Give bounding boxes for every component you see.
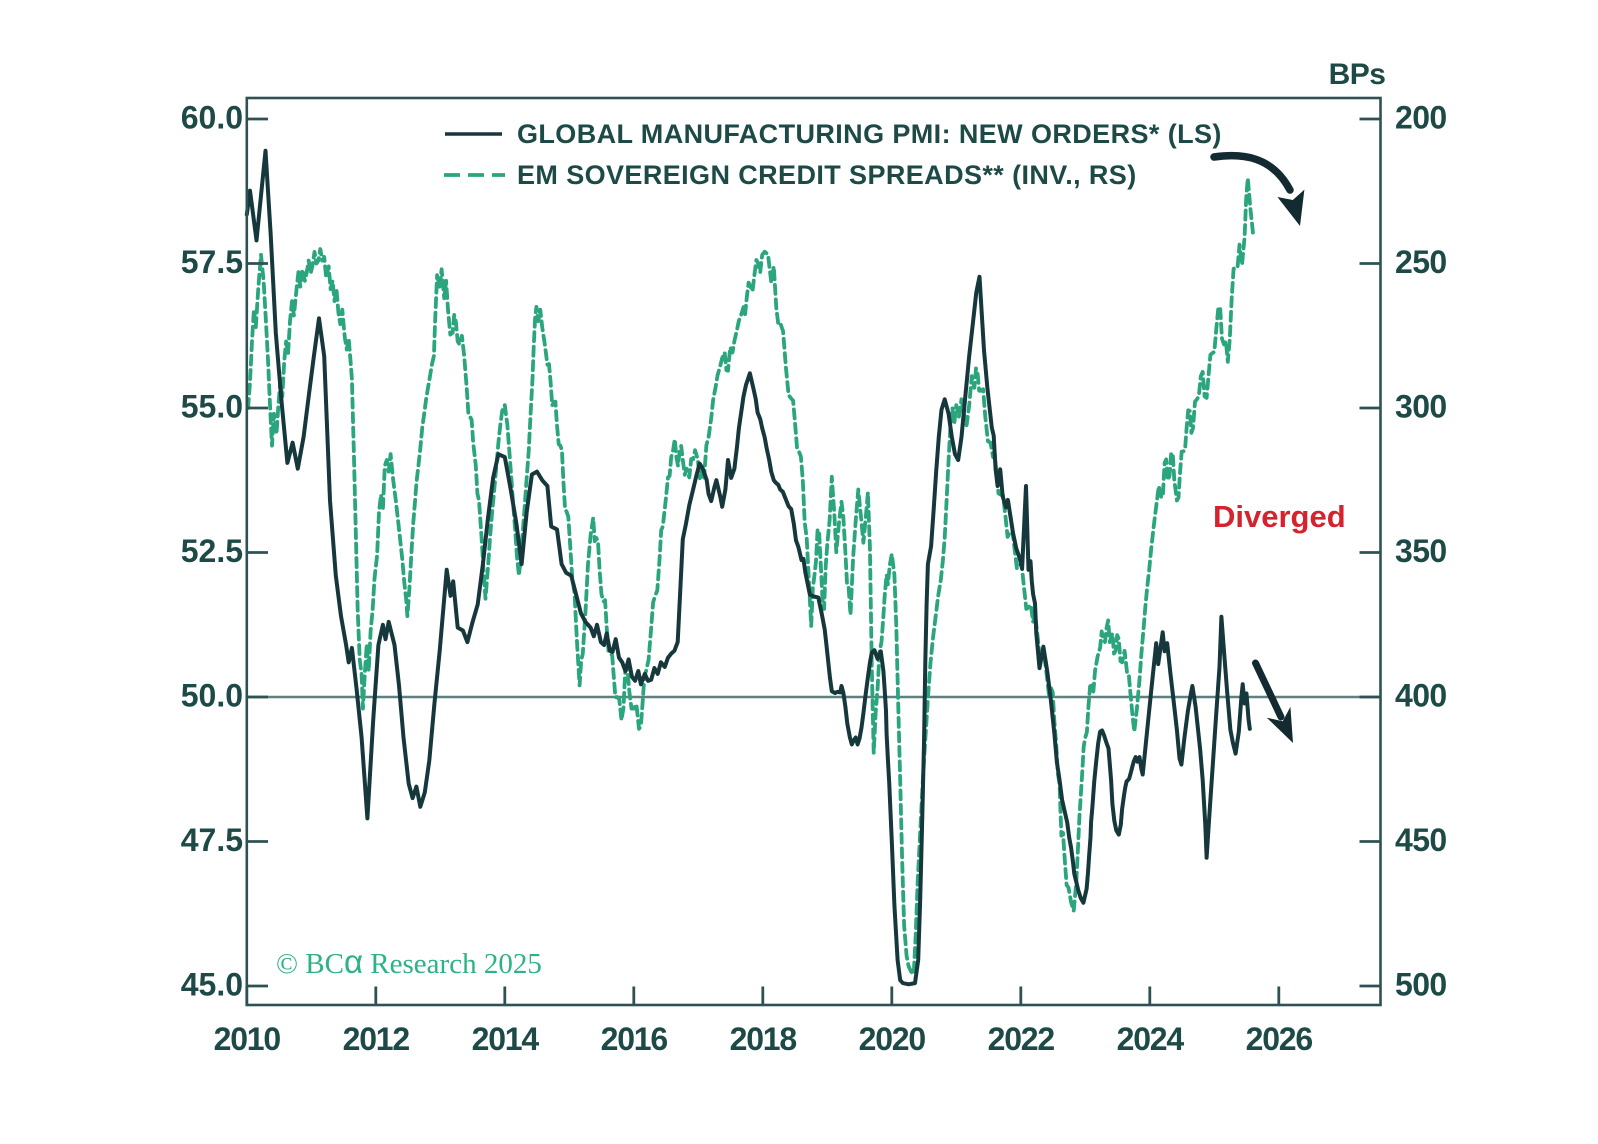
svg-text:300: 300 [1395, 388, 1447, 424]
svg-text:2026: 2026 [1246, 1021, 1313, 1057]
svg-text:BPs: BPs [1329, 58, 1386, 91]
svg-text:57.5: 57.5 [181, 244, 243, 280]
svg-text:2022: 2022 [988, 1021, 1055, 1057]
svg-text:52.5: 52.5 [181, 533, 243, 569]
svg-text:50.0: 50.0 [181, 677, 243, 713]
svg-text:2020: 2020 [859, 1021, 926, 1057]
svg-text:250: 250 [1395, 244, 1447, 280]
svg-text:2016: 2016 [601, 1021, 668, 1057]
svg-text:GLOBAL MANUFACTURING PMI: NEW: GLOBAL MANUFACTURING PMI: NEW ORDERS* (L… [517, 119, 1222, 149]
svg-text:45.0: 45.0 [181, 966, 243, 1002]
svg-text:350: 350 [1395, 533, 1447, 569]
svg-text:60.0: 60.0 [181, 99, 243, 135]
svg-text:Diverged: Diverged [1213, 499, 1346, 534]
svg-text:2014: 2014 [472, 1021, 540, 1057]
svg-text:200: 200 [1395, 99, 1447, 135]
svg-text:450: 450 [1395, 822, 1447, 858]
svg-text:2018: 2018 [730, 1021, 797, 1057]
svg-text:400: 400 [1395, 677, 1447, 713]
svg-text:2024: 2024 [1117, 1021, 1185, 1057]
svg-text:2010: 2010 [214, 1021, 281, 1057]
svg-text:55.0: 55.0 [181, 388, 243, 424]
svg-text:500: 500 [1395, 966, 1447, 1002]
svg-text:47.5: 47.5 [181, 822, 243, 858]
svg-text:2012: 2012 [343, 1021, 410, 1057]
svg-text:© BCα Research 2025: © BCα Research 2025 [276, 943, 542, 980]
svg-text:EM SOVEREIGN CREDIT SPREADS**: EM SOVEREIGN CREDIT SPREADS** (INV., RS) [517, 160, 1137, 190]
